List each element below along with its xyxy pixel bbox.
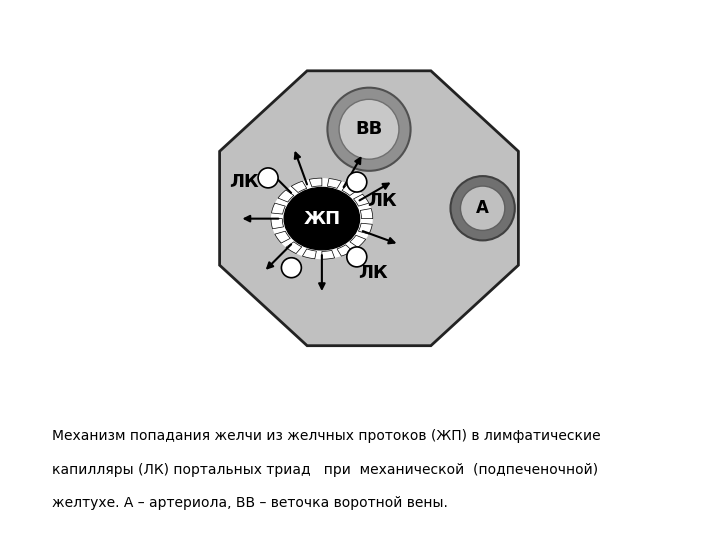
Circle shape [347,172,366,192]
Text: желтухе. А – артериола, ВВ – веточка воротной вены.: желтухе. А – артериола, ВВ – веточка вор… [52,496,448,510]
Polygon shape [350,235,366,247]
Text: ЛК: ЛК [366,192,397,210]
Circle shape [258,168,278,188]
Circle shape [328,87,410,171]
Polygon shape [309,178,322,187]
Text: ЖП: ЖП [303,210,341,228]
Polygon shape [302,249,316,259]
Text: ЛК: ЛК [229,173,259,191]
Polygon shape [278,190,294,202]
Polygon shape [328,179,341,188]
Circle shape [282,258,302,278]
Polygon shape [286,242,302,254]
Polygon shape [337,245,353,256]
Polygon shape [275,231,290,243]
Text: ВВ: ВВ [356,120,382,138]
Circle shape [347,247,366,267]
Text: А: А [476,199,489,217]
Text: Механизм попадания желчи из желчных протоков (ЖП) в лимфатические: Механизм попадания желчи из желчных прот… [52,429,600,443]
Polygon shape [354,194,369,206]
Text: ЛК: ЛК [358,264,387,282]
Polygon shape [271,203,285,214]
Polygon shape [359,223,372,234]
Ellipse shape [284,187,359,250]
Ellipse shape [271,178,373,259]
Polygon shape [342,184,358,195]
Polygon shape [322,251,335,259]
Polygon shape [360,208,373,219]
Circle shape [451,176,515,240]
Text: капилляры (ЛК) портальных триад   при  механической  (подпеченочной): капилляры (ЛК) портальных триад при меха… [52,463,598,477]
Circle shape [461,186,505,231]
Polygon shape [220,71,518,346]
Polygon shape [292,181,307,192]
Circle shape [339,99,399,159]
Polygon shape [271,219,284,229]
